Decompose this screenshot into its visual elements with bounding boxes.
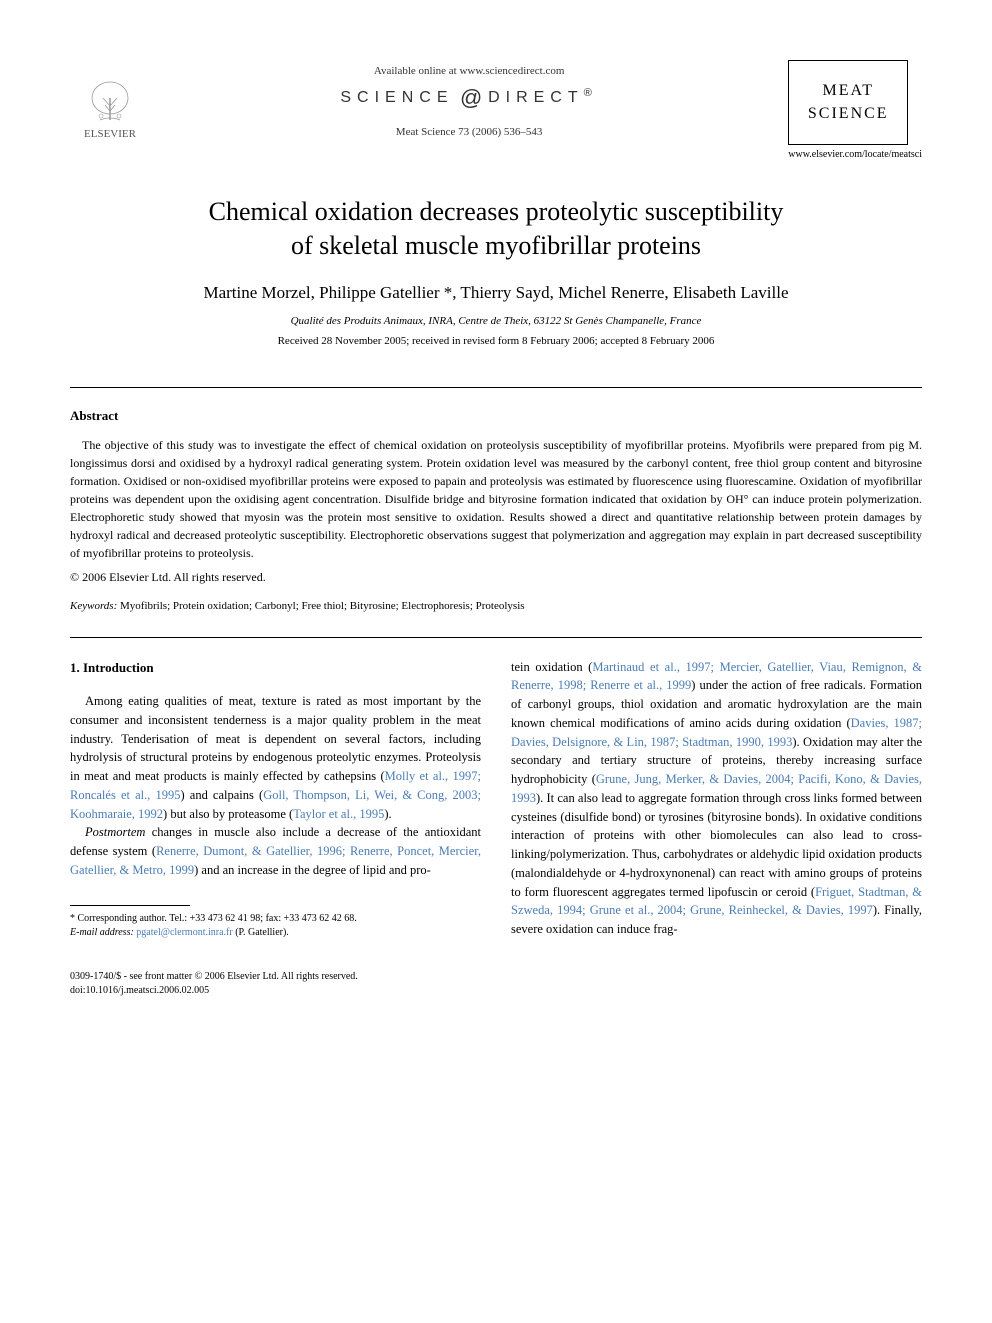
intro-p3: tein oxidation (Martinaud et al., 1997; … [511, 658, 922, 939]
article-title: Chemical oxidation decreases proteolytic… [70, 195, 922, 263]
p1-c: ) but also by proteasome ( [163, 807, 293, 821]
footer-line2: doi:10.1016/j.meatsci.2006.02.005 [70, 984, 922, 998]
journal-box: MEAT SCIENCE [788, 60, 908, 145]
center-header: Available online at www.sciencedirect.co… [150, 60, 788, 138]
email-name: (P. Gatellier). [233, 927, 289, 938]
body-columns: 1. Introduction Among eating qualities o… [70, 658, 922, 940]
cite-3[interactable]: Taylor et al., 1995 [293, 807, 384, 821]
title-line1: Chemical oxidation decreases proteolytic… [209, 197, 784, 226]
divider-top [70, 387, 922, 388]
p2-c: ) and an increase in the degree of lipid… [194, 863, 431, 877]
header-row: ELSEVIER Available online at www.science… [70, 60, 922, 160]
footer-line1: 0309-1740/$ - see front matter © 2006 El… [70, 970, 922, 984]
intro-p1: Among eating qualities of meat, texture … [70, 692, 481, 823]
keywords-text: Myofibrils; Protein oxidation; Carbonyl;… [117, 600, 524, 612]
keywords: Keywords: Myofibrils; Protein oxidation;… [70, 600, 922, 612]
corr-author: * Corresponding author. Tel.: +33 473 62… [70, 912, 481, 926]
affiliation: Qualité des Produits Animaux, INRA, Cent… [70, 315, 922, 327]
divider-bottom [70, 637, 922, 638]
p1-b: ) and calpains ( [180, 788, 263, 802]
journal-box-wrapper: MEAT SCIENCE www.elsevier.com/locate/mea… [788, 60, 922, 160]
sd-part2: DIRECT [488, 89, 584, 106]
footnote: * Corresponding author. Tel.: +33 473 62… [70, 912, 481, 940]
c2-d: ). It can also lead to aggregate formati… [511, 791, 922, 899]
p1-d: ). [384, 807, 391, 821]
journal-reference: Meat Science 73 (2006) 536–543 [150, 126, 788, 138]
abstract-heading: Abstract [70, 408, 922, 424]
copyright: © 2006 Elsevier Ltd. All rights reserved… [70, 570, 922, 585]
publisher-tree-icon [85, 78, 135, 128]
intro-heading: 1. Introduction [70, 658, 481, 678]
dates: Received 28 November 2005; received in r… [70, 335, 922, 347]
left-column: 1. Introduction Among eating qualities o… [70, 658, 481, 940]
email-label: E-mail address: [70, 927, 134, 938]
p2-pm: Postmortem [85, 825, 145, 839]
sd-at-icon: @ [454, 85, 489, 110]
sd-part1: SCIENCE [340, 89, 453, 106]
title-line2: of skeletal muscle myofibrillar proteins [291, 231, 701, 260]
footer-info: 0309-1740/$ - see front matter © 2006 El… [70, 970, 922, 998]
footnote-separator [70, 905, 190, 906]
email-address[interactable]: pgatel@clermont.inra.fr [134, 927, 233, 938]
journal-name-line1: MEAT [822, 80, 874, 102]
right-column: tein oxidation (Martinaud et al., 1997; … [511, 658, 922, 940]
email-line: E-mail address: pgatel@clermont.inra.fr … [70, 926, 481, 940]
publisher-name: ELSEVIER [84, 128, 136, 140]
journal-name-line2: SCIENCE [808, 103, 889, 125]
journal-url: www.elsevier.com/locate/meatsci [788, 149, 922, 160]
keywords-label: Keywords: [70, 600, 117, 612]
authors: Martine Morzel, Philippe Gatellier *, Th… [70, 283, 922, 303]
intro-p2: Postmortem changes in muscle also includ… [70, 823, 481, 879]
publisher-logo: ELSEVIER [70, 60, 150, 140]
c2-a: tein oxidation ( [511, 660, 592, 674]
science-direct-logo: SCIENCE @ DIRECT® [150, 85, 788, 111]
available-text: Available online at www.sciencedirect.co… [150, 65, 788, 77]
abstract-text: The objective of this study was to inves… [70, 436, 922, 562]
